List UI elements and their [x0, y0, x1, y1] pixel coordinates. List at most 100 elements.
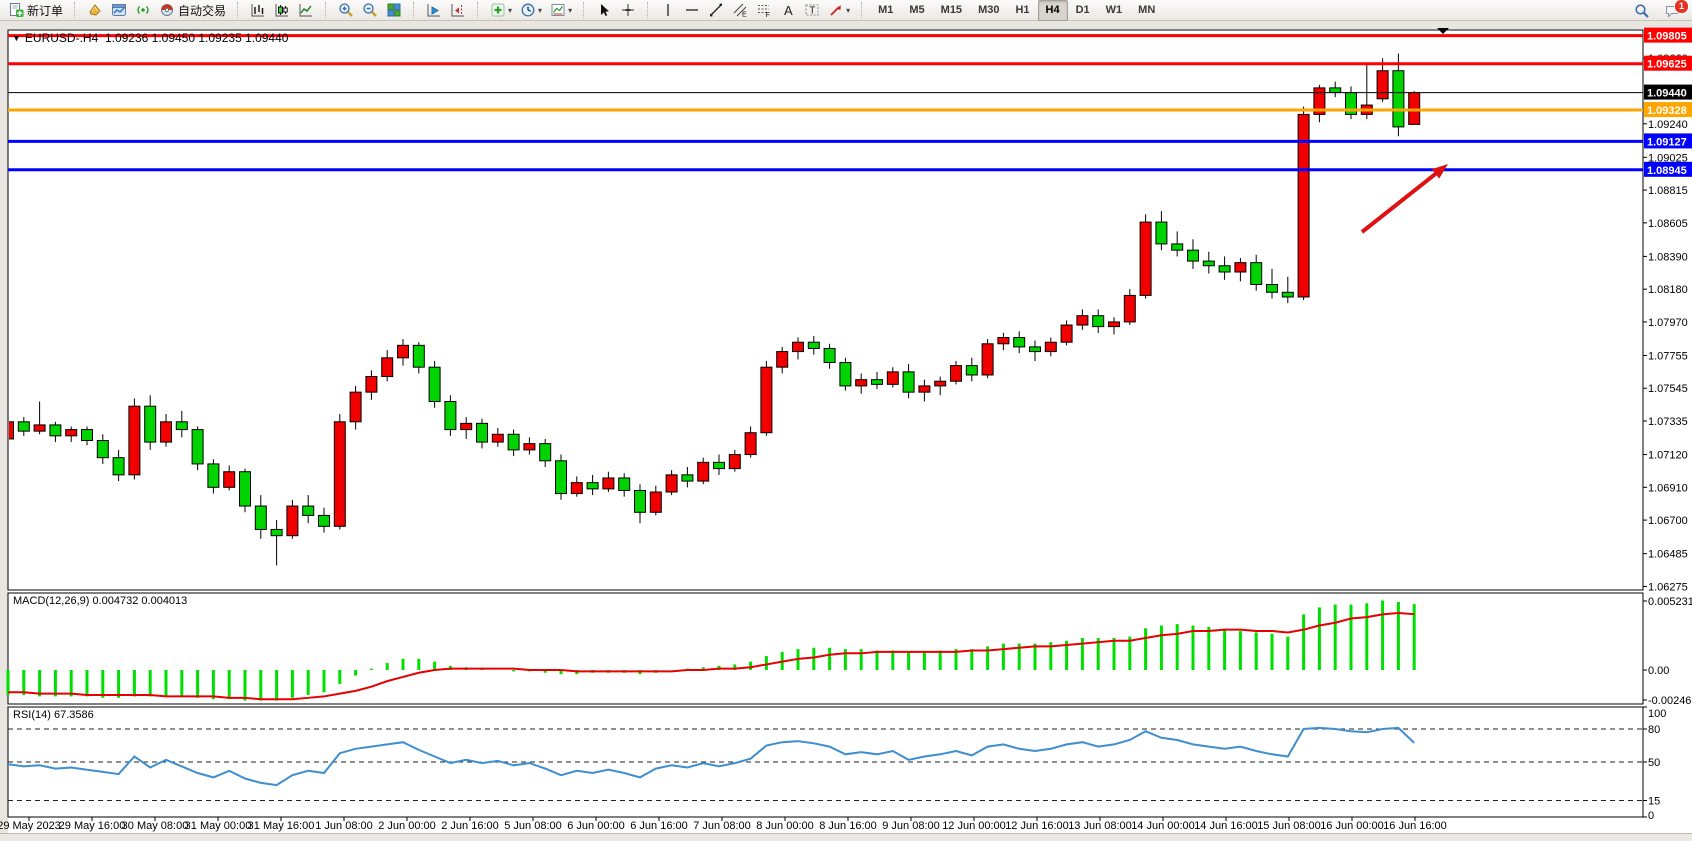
bar-chart-button[interactable]	[246, 0, 270, 21]
svg-text:12 Jun 00:00: 12 Jun 00:00	[942, 820, 1006, 832]
svg-text:80: 80	[1648, 724, 1660, 736]
svg-text:1.09625: 1.09625	[1647, 59, 1687, 71]
crosshair-button[interactable]	[616, 0, 640, 21]
chart-shift-button[interactable]	[446, 0, 470, 21]
dropdown-caret-icon[interactable]: ▾	[538, 5, 543, 15]
toolbar-separator	[237, 2, 242, 18]
arrows-icon	[828, 2, 844, 18]
collapse-triangle-icon[interactable]: ▼	[12, 33, 21, 43]
svg-text:1 Jun 08:00: 1 Jun 08:00	[315, 820, 373, 832]
channel-button[interactable]: E	[728, 0, 752, 21]
svg-text:A: A	[784, 3, 793, 18]
dropdown-caret-icon[interactable]: ▾	[568, 5, 573, 15]
candlestick-button[interactable]	[270, 0, 294, 21]
timeframe-m1[interactable]: M1	[878, 4, 894, 16]
hline-icon	[684, 2, 700, 18]
candles-layer	[9, 53, 1421, 566]
svg-text:1.06485: 1.06485	[1648, 549, 1688, 561]
text-button[interactable]: A	[776, 0, 800, 21]
zoom-out-button[interactable]	[358, 0, 382, 21]
market-watch-button[interactable]	[107, 0, 131, 21]
auto-scroll-icon	[426, 2, 442, 18]
chart-ohlc-values: 1.09236 1.09450 1.09235 1.09440	[104, 31, 289, 45]
svg-text:1.06910: 1.06910	[1648, 482, 1688, 494]
timeframe-m15[interactable]: M15	[940, 4, 963, 16]
horizontal-lines-layer[interactable]: 1.09805 1.09625 1.09328 1.09127 1.08945 1.094…	[8, 27, 1692, 177]
svg-text:100: 100	[1648, 708, 1666, 720]
timeframe-h1[interactable]: H1	[1015, 4, 1030, 16]
new-order-icon	[8, 2, 24, 18]
svg-text:9 Jun 08:00: 9 Jun 08:00	[882, 820, 940, 832]
svg-text:31 May 16:00: 31 May 16:00	[248, 820, 315, 832]
svg-text:1.08605: 1.08605	[1648, 218, 1688, 230]
svg-text:14 Jun 00:00: 14 Jun 00:00	[1131, 820, 1195, 832]
periods-icon	[520, 2, 536, 18]
svg-text:0.005231: 0.005231	[1648, 596, 1692, 608]
search-button[interactable]	[1630, 0, 1654, 21]
cursor-button[interactable]	[592, 0, 616, 21]
periods-button[interactable]: ▾	[516, 0, 546, 21]
svg-text:29 May 2023: 29 May 2023	[0, 820, 61, 832]
dropdown-caret-icon[interactable]: ▾	[508, 5, 513, 15]
trend-arrow-annotation[interactable]	[1360, 169, 1440, 234]
tile-windows-button[interactable]	[382, 0, 406, 21]
signals-button[interactable]	[131, 0, 155, 21]
text-label-icon: T	[804, 2, 820, 18]
svg-text:1.06700: 1.06700	[1648, 515, 1688, 527]
templates-icon	[550, 2, 566, 18]
trendline-button[interactable]	[704, 0, 728, 21]
fibonacci-button[interactable]: F	[752, 0, 776, 21]
auto-scroll-button[interactable]	[422, 0, 446, 21]
timeframe-mn[interactable]: MN	[1138, 4, 1156, 16]
toolbar-separator	[583, 2, 588, 18]
trend-arrow-head[interactable]	[1431, 164, 1448, 179]
status-bar	[0, 833, 1692, 841]
svg-text:1.07120: 1.07120	[1648, 450, 1688, 462]
notifications-button[interactable]: 1	[1660, 0, 1689, 21]
scroll-end-marker-icon[interactable]	[1437, 28, 1449, 34]
dropdown-caret-icon[interactable]: ▾	[846, 5, 851, 15]
svg-text:1.06275: 1.06275	[1648, 581, 1688, 593]
vline-icon	[660, 2, 676, 18]
svg-text:8 Jun 16:00: 8 Jun 16:00	[819, 820, 877, 832]
timeframe-d1[interactable]: D1	[1075, 4, 1090, 16]
svg-text:1.08180: 1.08180	[1648, 284, 1688, 296]
trendline-icon	[708, 2, 724, 18]
auto-trading-icon	[159, 2, 175, 18]
horizontal-line-button[interactable]	[680, 0, 704, 21]
timeframe-w1[interactable]: W1	[1105, 4, 1123, 16]
svg-text:8 Jun 00:00: 8 Jun 00:00	[756, 820, 814, 832]
gold-seal-icon	[87, 2, 103, 18]
new-order-button[interactable]: 新订单	[4, 0, 67, 21]
svg-text:5 Jun 08:00: 5 Jun 08:00	[504, 820, 562, 832]
main-toolbar: 新订单 自动交易 ▾ ▾ ▾ E F A T ▾ M1 M5 M15 M30 H1 H4 D1 W1 MN 1	[0, 0, 1692, 21]
svg-text:15: 15	[1648, 796, 1660, 808]
chart-shift-icon	[450, 2, 466, 18]
styler-button[interactable]	[83, 0, 107, 21]
line-chart-button[interactable]	[294, 0, 318, 21]
timeframe-m30[interactable]: M30	[978, 4, 1000, 16]
text-label-button[interactable]: T	[800, 0, 824, 21]
templates-button[interactable]: ▾	[546, 0, 576, 21]
svg-text:7 Jun 08:00: 7 Jun 08:00	[693, 820, 751, 832]
text-icon: A	[780, 2, 796, 18]
zoom-in-button[interactable]	[334, 0, 358, 21]
timeframe-h4[interactable]: H4	[1037, 0, 1068, 21]
arrows-button[interactable]: ▾	[824, 0, 854, 21]
line-style-icon	[298, 2, 314, 18]
indicators-button[interactable]: ▾	[486, 0, 516, 21]
chart-symbol-period: EURUSD-.H4	[24, 31, 99, 45]
svg-text:0.00: 0.00	[1648, 665, 1669, 677]
market-watch-icon	[111, 2, 127, 18]
chart-title: ▼ EURUSD-.H4 1.09236 1.09450 1.09235 1.09…	[12, 31, 288, 45]
vertical-line-button[interactable]	[656, 0, 680, 21]
channel-icon: E	[732, 2, 748, 18]
svg-text:13 Jun 08:00: 13 Jun 08:00	[1068, 820, 1132, 832]
svg-text:1.08945: 1.08945	[1647, 165, 1687, 177]
timeframe-m5[interactable]: M5	[909, 4, 925, 16]
svg-text:F: F	[766, 12, 770, 18]
auto-trading-button[interactable]: 自动交易	[155, 0, 230, 21]
svg-text:1.07970: 1.07970	[1648, 317, 1688, 329]
